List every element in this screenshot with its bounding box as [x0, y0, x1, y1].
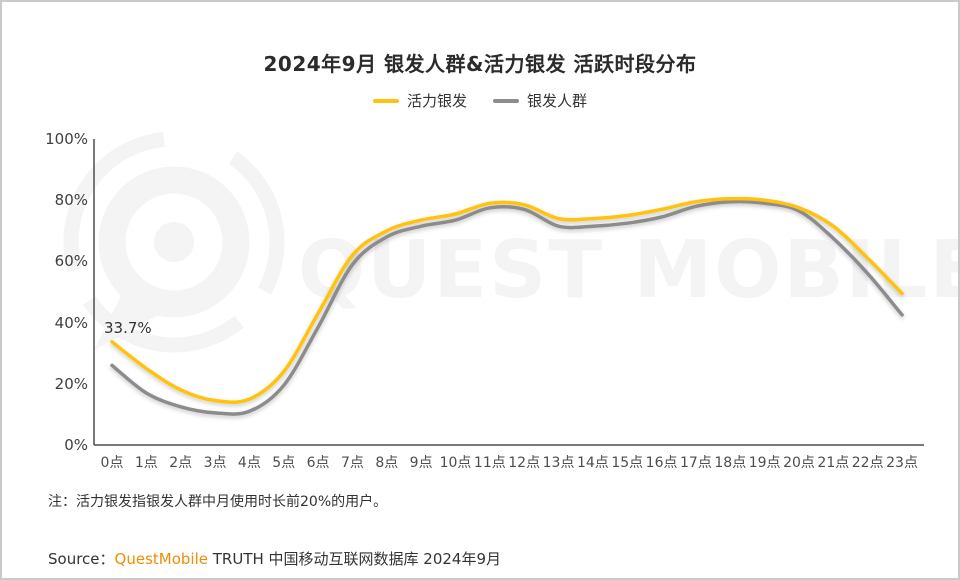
- page-title: 2024年9月 银发人群&活力银发 活跃时段分布: [263, 52, 697, 76]
- x-axis-tick-label: 17点: [680, 455, 712, 471]
- series-line-活力银发: [110, 196, 904, 404]
- data-label-33-7: 33.7%: [104, 319, 152, 337]
- x-axis-tick-label: 4点: [237, 455, 261, 471]
- x-axis-tick-label: 19点: [748, 455, 781, 471]
- y-axis-tick-label: 100%: [45, 130, 88, 148]
- source-line: Source：QuestMobile TRUTH 中国移动互联网数据库 2024…: [48, 548, 501, 569]
- x-axis-tick-label: 23点: [886, 455, 918, 471]
- x-axis-tick-label: 6点: [306, 455, 330, 471]
- series-line-银发人群: [110, 199, 904, 416]
- x-axis-tick-label: 7点: [340, 455, 364, 471]
- y-axis-tick-label: 80%: [54, 191, 88, 210]
- x-axis-tick-label: 13点: [542, 455, 575, 471]
- x-axis-tick-label: 1点: [134, 455, 158, 471]
- x-axis-tick-label: 16点: [645, 455, 678, 471]
- x-axis-tick-label: 15点: [611, 455, 644, 471]
- x-axis-tick-label: 10点: [439, 455, 472, 471]
- y-axis-tick-label: 40%: [54, 313, 88, 332]
- legend-label: 银发人群: [527, 92, 588, 110]
- source-suffix: TRUTH 中国移动互联网数据库 2024年9月: [207, 550, 502, 568]
- legend-label: 活力银发: [406, 92, 467, 110]
- legend-swatch-gray-icon: [493, 98, 519, 103]
- x-axis-tick-label: 8点: [375, 455, 399, 471]
- x-axis-tick-label: 21点: [817, 455, 850, 471]
- source-prefix: Source：: [48, 550, 115, 568]
- x-axis-tick-label: 12点: [508, 455, 541, 471]
- x-axis-tick-label: 18点: [714, 455, 747, 471]
- x-axis-tick-label: 5点: [272, 455, 296, 471]
- x-axis-tick-label: 14点: [576, 455, 609, 471]
- y-axis-tick-label: 20%: [54, 374, 88, 393]
- x-axis-tick-label: 2点: [169, 455, 193, 471]
- x-axis-tick-label: 11点: [473, 455, 506, 471]
- legend-item-silver-group: 银发人群: [493, 90, 587, 111]
- legend-swatch-yellow-icon: [372, 98, 399, 103]
- chart-legend: 活力银发 银发人群: [2, 90, 958, 111]
- x-axis-tick-label: 9点: [409, 455, 433, 471]
- footnote: 注：活力银发指银发人群中月使用时长前20%的用户。: [48, 494, 388, 510]
- y-axis-tick-label: 60%: [54, 252, 88, 271]
- x-axis-tick-label: 20点: [783, 455, 815, 471]
- questmobile-logo-icon: [63, 131, 285, 353]
- x-axis-tick-label: 0点: [100, 455, 124, 471]
- legend-item-active-silver: 活力银发: [372, 90, 467, 111]
- x-axis-tick-label: 22点: [851, 455, 884, 471]
- y-axis-tick-label: 0%: [64, 436, 88, 454]
- x-axis-tick-label: 3点: [203, 455, 227, 471]
- source-brand: QuestMobile: [114, 550, 208, 568]
